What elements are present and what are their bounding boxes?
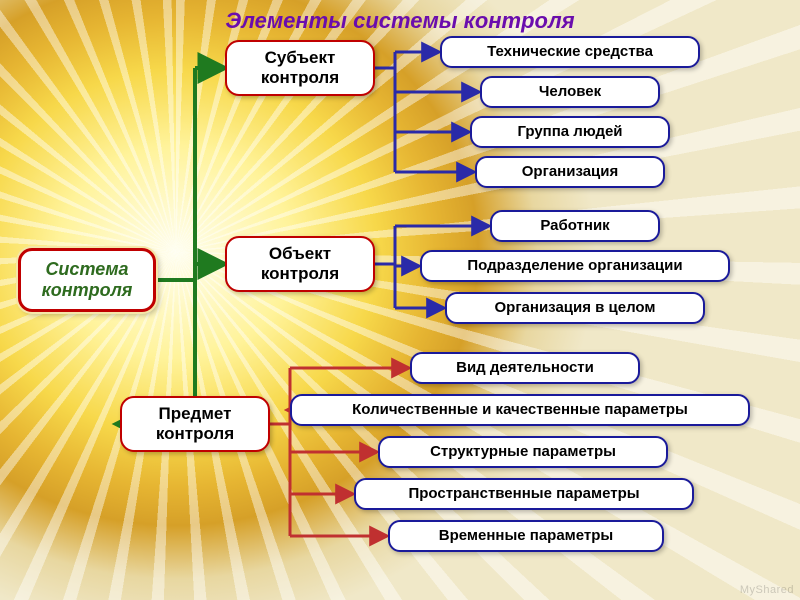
- leaf-subject-3: Организация: [475, 156, 665, 188]
- leaf-object-1: Подразделение организации: [420, 250, 730, 282]
- category-object: Объектконтроля: [225, 236, 375, 292]
- leaf-object-2: Организация в целом: [445, 292, 705, 324]
- watermark: MyShared: [740, 584, 794, 596]
- category-subject: Субъектконтроля: [225, 40, 375, 96]
- root-node: Системаконтроля: [18, 248, 156, 312]
- diagram-title: Элементы системы контроля: [0, 8, 800, 34]
- leaf-matter-4: Временные параметры: [388, 520, 664, 552]
- leaf-matter-0: Вид деятельности: [410, 352, 640, 384]
- leaf-matter-3: Пространственные параметры: [354, 478, 694, 510]
- leaf-subject-1: Человек: [480, 76, 660, 108]
- leaf-subject-2: Группа людей: [470, 116, 670, 148]
- leaf-object-0: Работник: [490, 210, 660, 242]
- leaf-matter-2: Структурные параметры: [378, 436, 668, 468]
- leaf-subject-0: Технические средства: [440, 36, 700, 68]
- leaf-matter-1: Количественные и качественные параметры: [290, 394, 750, 426]
- category-matter: Предметконтроля: [120, 396, 270, 452]
